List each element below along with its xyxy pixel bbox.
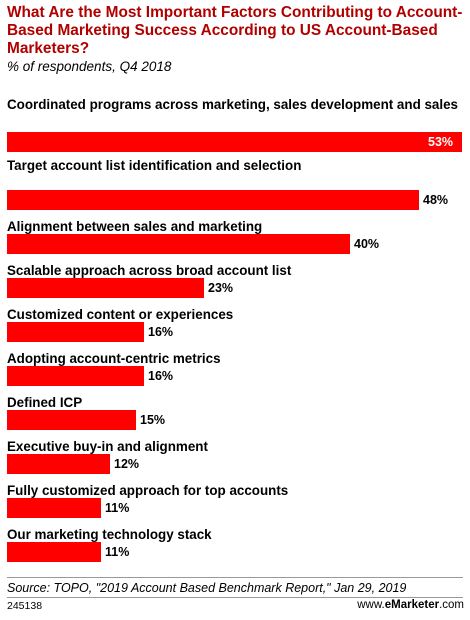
brand-logo: www.eMarketer.com: [357, 599, 464, 611]
category-label: Scalable approach across broad account l…: [7, 263, 292, 278]
bar: [7, 190, 419, 210]
category-label: Our marketing technology stack: [7, 527, 212, 542]
bar: [7, 234, 350, 254]
category-label: Fully customized approach for top accoun…: [7, 483, 289, 498]
bar: [7, 278, 204, 298]
value-label: 23%: [208, 281, 234, 295]
value-label: 16%: [148, 325, 174, 339]
value-label: 40%: [354, 237, 380, 251]
value-label: 12%: [114, 457, 140, 471]
chart-id: 245138: [7, 600, 43, 612]
footer-divider: [7, 577, 463, 578]
category-label: Defined ICP: [7, 395, 83, 410]
bar: [7, 454, 110, 474]
bar: [7, 542, 101, 562]
category-label: Alignment between sales and marketing: [7, 219, 263, 234]
category-label: Customized content or experiences: [7, 307, 234, 322]
bar: [7, 366, 144, 386]
bar: [7, 322, 144, 342]
value-label: 16%: [148, 369, 174, 383]
chart-title: What Are the Most Important Factors Cont…: [7, 4, 463, 57]
value-label: 53%: [428, 135, 454, 149]
category-label: Executive buy-in and alignment: [7, 439, 208, 454]
category-label: Coordinated programs across marketing, s…: [7, 97, 458, 112]
value-label: 11%: [105, 501, 130, 515]
source-note: Source: TOPO, "2019 Account Based Benchm…: [7, 581, 407, 595]
footer-divider-bottom: [7, 597, 463, 598]
bar: [7, 132, 462, 152]
value-label: 15%: [140, 413, 166, 427]
value-label: 48%: [423, 193, 449, 207]
chart-subtitle: % of respondents, Q4 2018: [7, 59, 172, 74]
bar: [7, 498, 101, 518]
value-label: 11%: [105, 545, 130, 559]
category-label: Adopting account-centric metrics: [7, 351, 221, 366]
category-label: Target account list identification and s…: [7, 158, 302, 173]
bar: [7, 410, 136, 430]
